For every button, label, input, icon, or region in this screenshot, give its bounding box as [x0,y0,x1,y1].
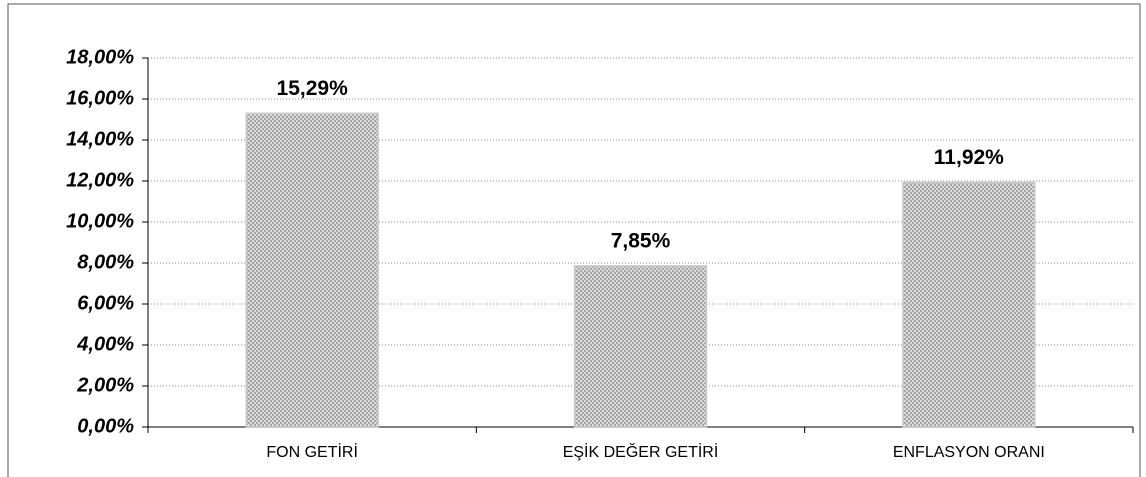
bar [245,112,379,429]
x-tick-label: FON GETİRİ [266,442,358,461]
bar [573,265,708,429]
y-tick-label: 4,00% [76,333,134,355]
y-tick-label: 10,00% [66,210,134,232]
y-tick-label: 2,00% [76,374,134,396]
bar [902,181,1036,428]
y-tick-label: 14,00% [66,128,134,150]
y-tick-label: 18,00% [66,46,134,68]
y-tick-label: 12,00% [66,169,134,191]
y-tick-label: 16,00% [66,87,134,109]
value-label: 11,92% [934,146,1004,169]
x-tick-label: EŞİK DEĞER GETİRİ [563,442,719,461]
value-label: 7,85% [611,230,671,253]
x-tick-label: ENFLASYON ORANI [893,444,1045,461]
chart-frame [7,3,1141,477]
y-tick-label: 6,00% [77,292,134,314]
y-tick-label: 8,00% [77,251,134,273]
y-tick-label: 0,00% [77,415,134,437]
value-label: 15,29% [277,77,349,100]
